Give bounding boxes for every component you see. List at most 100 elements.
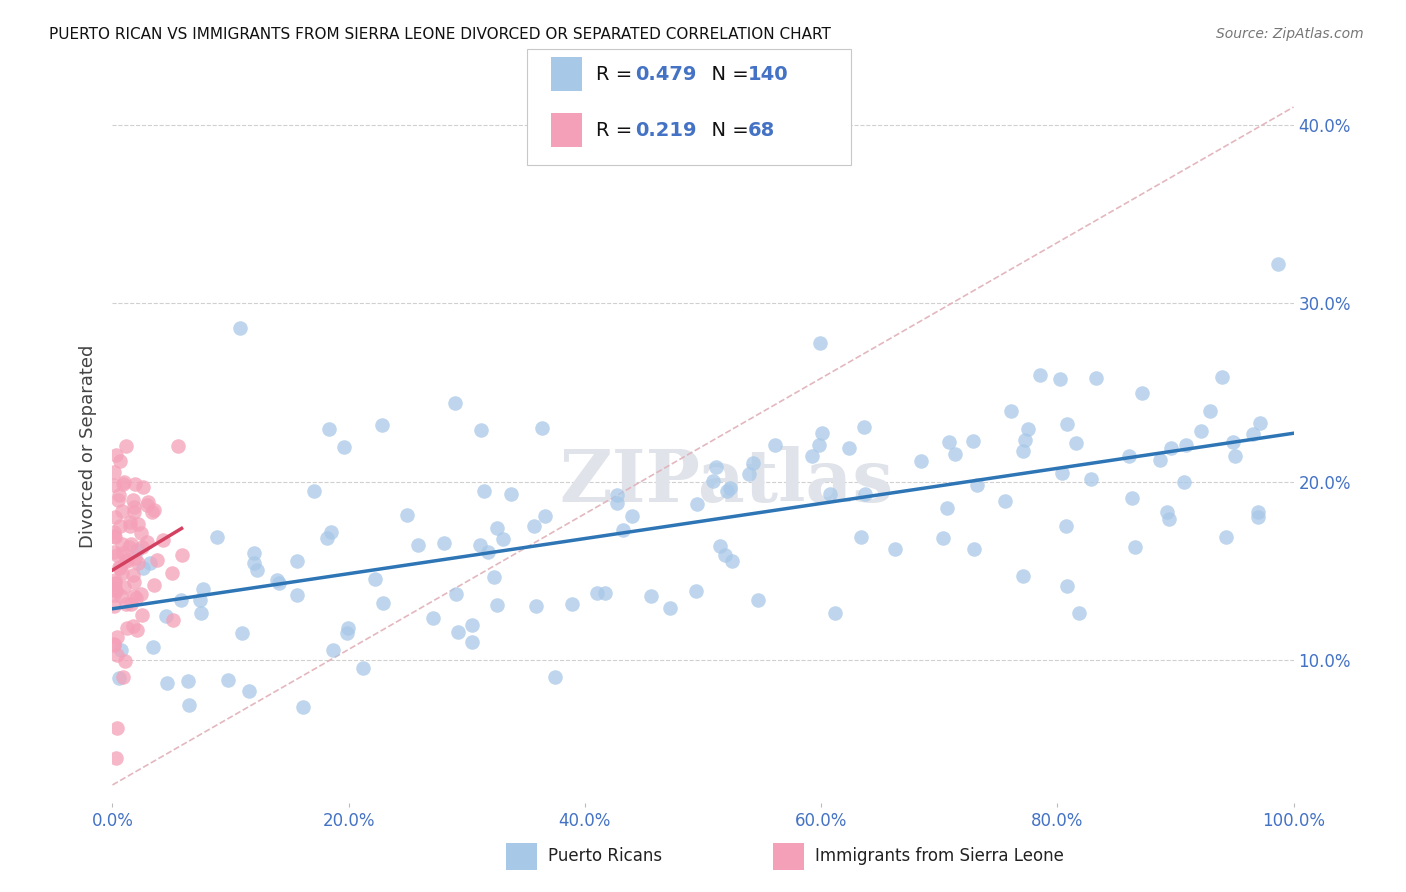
- Point: [136, 498, 159, 512]
- Point: [115, 553, 138, 567]
- Point: [1054, 519, 1077, 533]
- Point: [364, 572, 387, 586]
- Point: [111, 670, 134, 684]
- Point: [142, 503, 165, 517]
- Point: [120, 537, 142, 551]
- Point: [1149, 453, 1171, 467]
- Point: [127, 516, 149, 531]
- Text: R =: R =: [596, 120, 638, 140]
- Point: [1173, 475, 1195, 490]
- Point: [1159, 511, 1181, 525]
- Point: [110, 643, 132, 657]
- Point: [994, 494, 1017, 508]
- Point: [125, 623, 148, 637]
- Point: [333, 440, 356, 454]
- Point: [112, 475, 135, 489]
- Point: [1160, 441, 1182, 455]
- Point: [111, 546, 134, 560]
- Text: N =: N =: [699, 64, 755, 84]
- Point: [1056, 417, 1078, 431]
- Point: [1175, 438, 1198, 452]
- Point: [1029, 368, 1052, 383]
- Point: [461, 618, 484, 632]
- Point: [107, 487, 129, 501]
- Point: [1121, 491, 1143, 506]
- Point: [110, 589, 132, 603]
- Point: [114, 654, 136, 668]
- Point: [115, 439, 138, 453]
- Point: [105, 648, 128, 662]
- Point: [468, 538, 491, 552]
- Point: [111, 566, 134, 581]
- Point: [560, 598, 582, 612]
- Point: [1199, 403, 1222, 417]
- Point: [685, 583, 707, 598]
- Point: [243, 546, 266, 560]
- Point: [1249, 416, 1271, 430]
- Point: [121, 568, 143, 582]
- Point: [1000, 404, 1022, 418]
- Point: [188, 592, 211, 607]
- Point: [943, 447, 966, 461]
- Point: [118, 540, 141, 554]
- Point: [136, 495, 159, 509]
- Point: [738, 467, 761, 481]
- Point: [103, 529, 125, 543]
- Point: [131, 540, 153, 554]
- Point: [524, 599, 547, 614]
- Point: [103, 465, 125, 479]
- Point: [336, 625, 359, 640]
- Point: [659, 601, 682, 615]
- Point: [141, 505, 163, 519]
- Point: [936, 501, 959, 516]
- Point: [155, 609, 177, 624]
- Text: Puerto Ricans: Puerto Ricans: [548, 847, 662, 865]
- Point: [138, 556, 160, 570]
- Point: [167, 439, 190, 453]
- Point: [443, 396, 465, 410]
- Point: [807, 438, 830, 452]
- Point: [523, 519, 546, 533]
- Point: [124, 551, 146, 566]
- Point: [534, 508, 557, 523]
- Point: [422, 611, 444, 625]
- Point: [406, 538, 429, 552]
- Point: [108, 561, 131, 575]
- Point: [111, 504, 134, 518]
- Point: [714, 549, 737, 563]
- Point: [1130, 385, 1153, 400]
- Point: [142, 578, 165, 592]
- Point: [107, 492, 129, 507]
- Point: [105, 549, 128, 563]
- Point: [104, 573, 127, 587]
- Point: [105, 721, 128, 735]
- Point: [606, 488, 628, 502]
- Point: [742, 456, 765, 470]
- Point: [108, 454, 131, 468]
- Point: [105, 583, 128, 598]
- Point: [217, 673, 239, 688]
- Point: [1049, 372, 1071, 386]
- Point: [492, 532, 515, 546]
- Point: [285, 554, 308, 568]
- Point: [530, 421, 553, 435]
- Text: Immigrants from Sierra Leone: Immigrants from Sierra Leone: [815, 847, 1064, 865]
- Point: [104, 510, 127, 524]
- Point: [702, 474, 724, 488]
- Point: [849, 530, 872, 544]
- Point: [1012, 569, 1035, 583]
- Point: [709, 539, 731, 553]
- Point: [156, 675, 179, 690]
- Point: [716, 483, 738, 498]
- Point: [125, 591, 148, 605]
- Text: ZIPatlas: ZIPatlas: [560, 446, 894, 517]
- Point: [103, 524, 125, 539]
- Point: [1267, 257, 1289, 271]
- Point: [118, 516, 141, 530]
- Text: N =: N =: [699, 120, 755, 140]
- Point: [162, 613, 184, 627]
- Point: [131, 560, 153, 574]
- Point: [142, 640, 165, 654]
- Point: [115, 621, 138, 635]
- Point: [242, 556, 264, 570]
